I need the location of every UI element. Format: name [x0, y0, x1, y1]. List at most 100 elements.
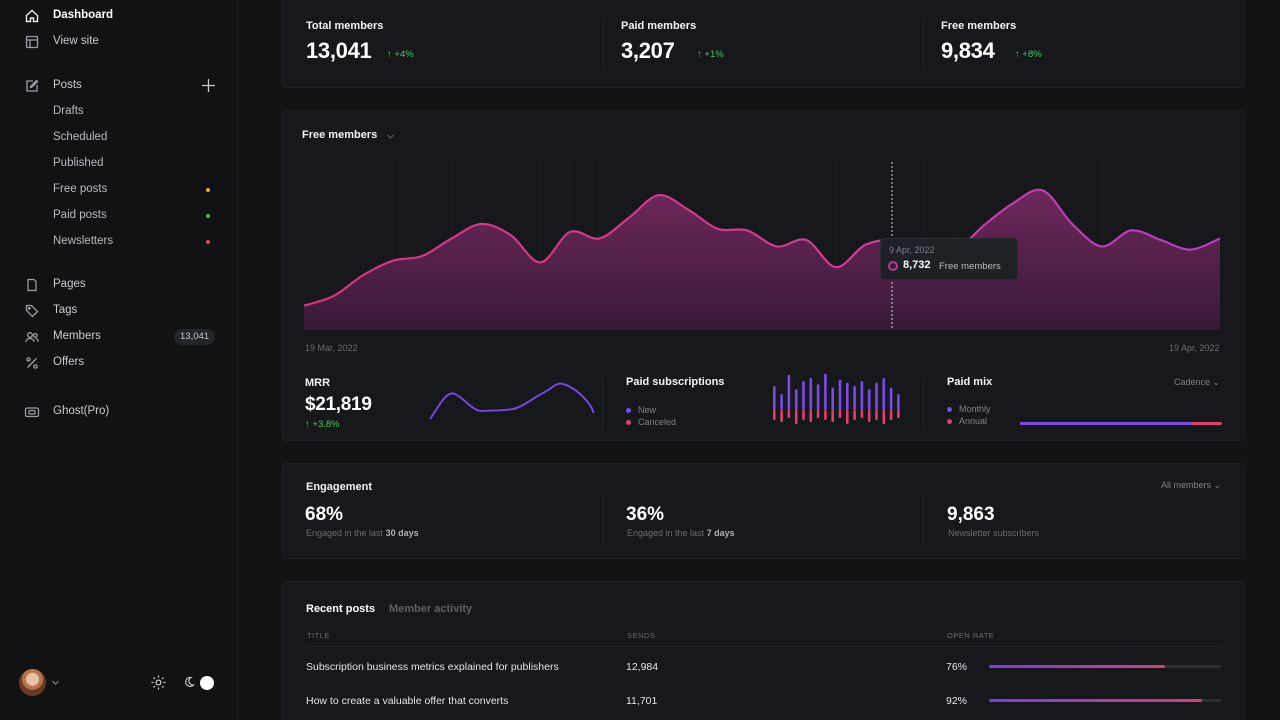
new-subscriptions-bar	[787, 374, 791, 410]
sidebar-item-scheduled[interactable]: Scheduled	[0, 125, 238, 151]
new-subscriptions-bar	[809, 378, 813, 410]
legend-annual: Annual	[947, 416, 987, 426]
sidebar-item-offers[interactable]: Offers	[0, 350, 238, 376]
gear-icon[interactable]	[150, 674, 167, 691]
plus-icon[interactable]	[201, 78, 216, 93]
status-dot	[206, 240, 210, 244]
stat-delta-value: +1%	[704, 49, 724, 60]
caption-text: Engaged in the last	[306, 528, 386, 538]
sidebar-item-label: Ghost(Pro)	[53, 405, 110, 417]
sidebar-item-label: Dashboard	[53, 9, 114, 21]
sidebar-item-pages[interactable]: Pages	[0, 272, 238, 298]
chevron-down-icon[interactable]	[51, 678, 60, 687]
divider	[923, 494, 924, 544]
sidebar-item-label: Drafts	[53, 105, 84, 117]
post-title[interactable]: Subscription business metrics explained …	[306, 661, 559, 673]
sidebar-item-posts[interactable]: Posts	[0, 73, 238, 99]
tab-member-activity[interactable]: Member activity	[389, 603, 473, 615]
stat-label: Total members	[306, 20, 384, 32]
engagement-card: Engagement All members ⌄ 68% Engaged in …	[282, 463, 1245, 559]
mrr-delta-value: +3.8%	[312, 419, 340, 430]
avatar[interactable]	[19, 669, 46, 696]
divider	[602, 378, 603, 430]
new-subscriptions-bar	[816, 384, 820, 410]
new-subscriptions-bar	[853, 386, 856, 410]
sidebar-item-view-site[interactable]: View site	[0, 29, 238, 55]
canceled-subscriptions-bar	[780, 410, 783, 422]
chart-series-line	[304, 188, 1220, 307]
open-rate-bar	[989, 699, 1221, 702]
cadence-dropdown[interactable]: Cadence ⌄	[1174, 377, 1221, 387]
canceled-subscriptions-bar	[794, 410, 798, 424]
tooltip-label: Free members	[939, 261, 1001, 272]
sidebar-item-tags[interactable]: Tags	[0, 298, 238, 324]
canceled-subscriptions-bar	[831, 410, 834, 422]
tooltip-value: 8,732	[903, 259, 931, 271]
edit-icon	[26, 79, 39, 92]
sidebar-item-members[interactable]: Members 13,041	[0, 324, 238, 350]
legend-monthly: Monthly	[947, 404, 991, 414]
post-title[interactable]: How to create a valuable offer that conv…	[306, 695, 509, 707]
newsletter-subscribers-caption: Newsletter subscribers	[948, 528, 1040, 538]
posts-card: Recent posts Member activity TITLE SENDS…	[282, 581, 1245, 720]
caption-period: 30 days	[385, 528, 419, 538]
tab-recent-posts[interactable]: Recent posts	[306, 603, 376, 615]
sidebar-item-published[interactable]: Published	[0, 151, 238, 177]
paid-subscriptions-label: Paid subscriptions	[626, 376, 725, 388]
canceled-subscriptions-bar	[802, 410, 805, 420]
new-subscriptions-bar	[882, 378, 886, 410]
column-header-open-rate: OPEN RATE	[947, 631, 995, 640]
canceled-subscriptions-bar	[809, 410, 813, 422]
chart-title[interactable]: Free members	[302, 129, 378, 141]
layout-icon	[25, 35, 39, 49]
stat-delta: ↑ +1%	[697, 49, 724, 60]
open-rate-bar	[989, 665, 1221, 668]
new-subscriptions-bar	[846, 382, 849, 410]
column-header-title: TITLE	[307, 631, 330, 640]
home-icon	[25, 9, 39, 23]
dark-mode-toggle[interactable]	[200, 676, 214, 690]
new-subscriptions-bar	[780, 394, 783, 410]
sidebar-item-newsletters[interactable]: Newsletters	[0, 229, 238, 255]
post-sends: 11,701	[626, 695, 658, 707]
sidebar-item-label: Pages	[53, 278, 86, 290]
stat-delta: ↑ +8%	[1015, 49, 1042, 60]
stat-value: 13,041	[306, 38, 372, 63]
new-subscriptions-bar	[838, 379, 842, 410]
new-subscriptions-bar	[802, 381, 805, 410]
new-subscriptions-bar	[773, 386, 776, 410]
paid-subscriptions-chart	[773, 374, 900, 424]
sidebar-item-paid-posts[interactable]: Paid posts	[0, 203, 238, 229]
ghost-pro-icon	[24, 407, 40, 418]
sidebar-item-dashboard[interactable]: Dashboard	[0, 3, 238, 29]
engagement-30d-caption: Engaged in the last 30 days	[306, 528, 419, 538]
free-members-chart[interactable]	[304, 160, 1220, 330]
mrr-delta: ↑ +3.8%	[305, 419, 340, 430]
moon-icon	[185, 676, 195, 688]
canceled-subscriptions-bar	[897, 410, 900, 418]
canceled-subscriptions-bar	[889, 410, 893, 420]
new-subscriptions-bar	[889, 387, 893, 410]
chart-area-fill	[304, 189, 1220, 330]
post-sends: 12,984	[626, 661, 659, 673]
canceled-subscriptions-bar	[853, 410, 856, 420]
canceled-subscriptions-bar	[875, 410, 878, 420]
newsletter-subscribers-value: 9,863	[947, 504, 995, 525]
new-subscriptions-bar	[875, 382, 878, 410]
sidebar: Dashboard View site Posts Drafts Schedul…	[0, 0, 238, 720]
new-subscriptions-bar	[867, 389, 871, 410]
mrr-label: MRR	[305, 377, 331, 389]
sidebar-item-free-posts[interactable]: Free posts	[0, 177, 238, 203]
all-members-dropdown[interactable]: All members ⌄	[1161, 480, 1222, 490]
canceled-subscriptions-bar	[787, 410, 791, 418]
canceled-subscriptions-bar	[816, 410, 820, 418]
engagement-30d-value: 68%	[305, 504, 344, 525]
divider	[603, 18, 604, 70]
tooltip-marker	[888, 261, 898, 271]
sidebar-item-drafts[interactable]: Drafts	[0, 99, 238, 125]
canceled-subscriptions-bar	[838, 410, 842, 418]
new-subscriptions-bar	[831, 387, 834, 410]
chevron-down-icon[interactable]	[386, 132, 395, 141]
sidebar-item-ghost-pro[interactable]: Ghost(Pro)	[0, 399, 238, 425]
